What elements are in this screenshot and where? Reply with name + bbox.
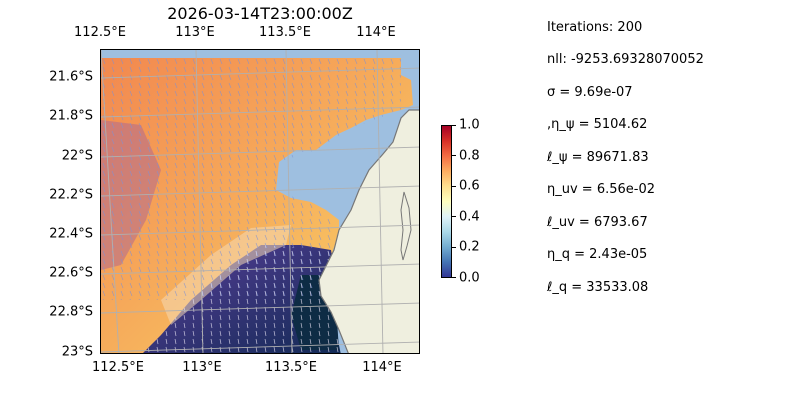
param-sigma: σ = 9.69e-07 (547, 85, 633, 100)
map-plot (100, 49, 420, 354)
vector-arrows (101, 58, 401, 300)
colorbar-tick-mark (452, 247, 456, 248)
param-ell-q: ℓ_q = 33533.08 (547, 280, 649, 295)
lon-tick-top: 113°E (175, 25, 215, 40)
lon-tick-top: 113.5°E (259, 25, 311, 40)
lat-tick: 23°S (61, 344, 93, 360)
lat-tick: 22.6°S (49, 265, 93, 281)
lon-tick-bottom: 113°E (182, 360, 222, 375)
param-eta-q: η_q = 2.43e-05 (547, 247, 648, 262)
colorbar-tick-label: 1.0 (459, 117, 480, 133)
colorbar-tick-label: 0.2 (459, 239, 480, 255)
colorbar-tick-mark (452, 155, 456, 156)
lat-tick: 21.8°S (49, 108, 93, 124)
lon-tick-top: 112.5°E (74, 25, 126, 40)
param-eta-psi: ,η_ψ = 5104.62 (547, 117, 648, 132)
lat-tick: 22.2°S (49, 187, 93, 203)
island (400, 191, 412, 261)
colorbar-tick-mark (452, 125, 456, 126)
colorbar-tick-mark (452, 186, 456, 187)
lat-tick: 22.8°S (49, 304, 93, 320)
colorbar (441, 125, 452, 278)
land-area (318, 109, 419, 353)
param-eta-uv: η_uv = 6.56e-02 (547, 182, 656, 197)
param-ell-psi: ℓ_ψ = 89671.83 (547, 150, 649, 165)
lon-tick-bottom: 114°E (362, 360, 402, 375)
colorbar-tick-label: 0.0 (459, 270, 480, 286)
lon-tick-bottom: 113.5°E (265, 360, 317, 375)
colorbar-tick-mark (452, 277, 456, 278)
param-ell-uv: ℓ_uv = 6793.67 (547, 215, 648, 230)
colorbar-tick-label: 0.6 (459, 178, 480, 194)
lat-tick: 22.4°S (49, 226, 93, 242)
map-canvas (101, 50, 419, 353)
colorbar-tick-label: 0.8 (459, 148, 480, 164)
map-gridlines (101, 50, 419, 353)
lat-tick: 22°S (61, 148, 93, 164)
param-nll: nll: -9253.69328070052 (547, 52, 704, 67)
param-iterations: Iterations: 200 (547, 20, 643, 35)
plot-title: 2026-03-14T23:00:00Z (167, 4, 353, 23)
colorbar-tick-mark (452, 216, 456, 217)
colorbar-tick-label: 0.4 (459, 209, 480, 225)
lon-tick-top: 114°E (356, 25, 396, 40)
lon-tick-bottom: 112.5°E (92, 360, 144, 375)
lat-tick: 21.6°S (49, 69, 93, 85)
